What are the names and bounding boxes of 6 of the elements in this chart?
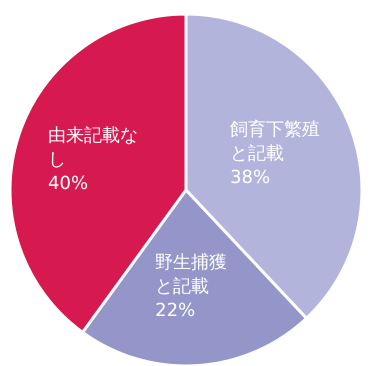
data-label: 40% xyxy=(48,172,90,196)
slice-label: 飼育下繁殖と記載 xyxy=(230,118,322,166)
data-label: 38% xyxy=(230,166,272,190)
slice-label: 野生捕獲と記載 xyxy=(155,250,228,299)
data-label: 22% xyxy=(155,298,196,323)
slice-label: 由来記載なし xyxy=(48,124,140,172)
